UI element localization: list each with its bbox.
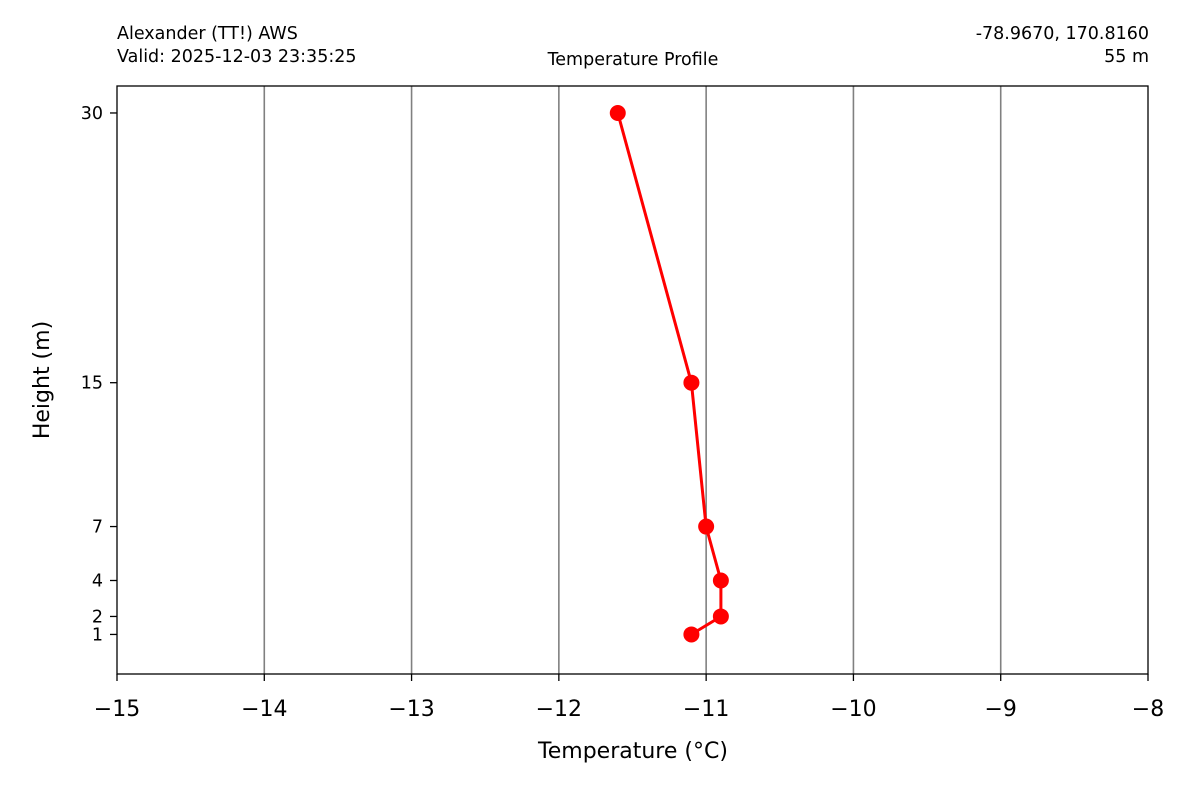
y-tick-label: 1 xyxy=(92,625,103,645)
y-axis-label: Height (m) xyxy=(30,321,55,439)
station-coordinates: -78.9670, 170.8160 xyxy=(975,24,1149,44)
valid-time: Valid: 2025-12-03 23:35:25 xyxy=(117,47,357,67)
y-tick-label: 2 xyxy=(92,607,103,627)
data-point xyxy=(683,374,700,391)
data-point xyxy=(698,518,715,535)
station-name: Alexander (TT!) AWS xyxy=(117,24,298,44)
x-tick-label: −13 xyxy=(388,697,434,722)
station-elevation: 55 m xyxy=(1104,47,1149,67)
x-axis-label: Temperature (°C) xyxy=(537,739,728,764)
x-tick-label: −8 xyxy=(1132,697,1164,722)
y-tick-label: 15 xyxy=(81,374,103,394)
x-tick-label: −14 xyxy=(241,697,287,722)
data-point xyxy=(609,104,626,121)
y-tick-label: 4 xyxy=(92,571,103,591)
chart-title: Temperature Profile xyxy=(547,50,719,70)
data-point xyxy=(712,572,729,589)
x-tick-label: −15 xyxy=(94,697,140,722)
x-tick-label: −12 xyxy=(536,697,582,722)
header-left: Alexander (TT!) AWS Valid: 2025-12-03 23… xyxy=(117,23,357,69)
header-right: -78.9670, 170.8160 55 m xyxy=(976,23,1149,69)
series-layer xyxy=(609,104,729,643)
data-point xyxy=(712,608,729,625)
grid-layer xyxy=(263,86,1002,674)
data-point xyxy=(683,626,700,643)
x-tick-label: −11 xyxy=(683,697,729,722)
x-tick-label: −10 xyxy=(830,697,876,722)
y-tick-label: 7 xyxy=(92,518,103,538)
x-tick-label: −9 xyxy=(984,697,1016,722)
tick-layer: −15 −14 −13 −12 −11 −10 −9 −8 12 4 7 15 30 xyxy=(81,104,1165,722)
y-tick-label: 30 xyxy=(81,104,103,124)
plot-frame xyxy=(116,85,1149,675)
